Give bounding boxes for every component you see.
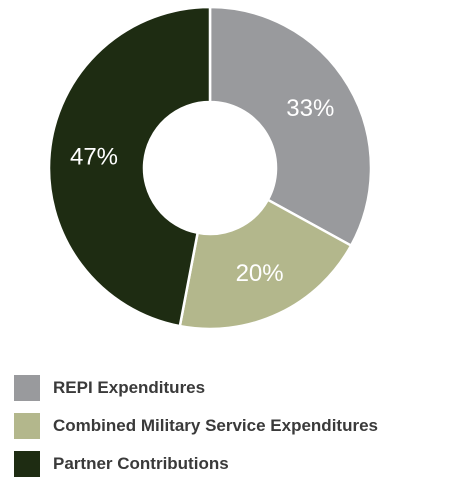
legend-swatch-partner <box>14 451 40 477</box>
slice-label-partner: 47% <box>70 144 118 171</box>
legend-swatch-repi <box>14 375 40 401</box>
legend-item-repi: REPI Expenditures <box>14 374 378 402</box>
slice-label-military: 20% <box>236 260 284 287</box>
legend-label-repi: REPI Expenditures <box>53 378 206 397</box>
legend-item-partner: Partner Contributions <box>14 450 378 478</box>
legend-label-military: Combined Military Service Expenditures <box>53 416 378 435</box>
donut-chart: 33% 20% 47% <box>47 5 373 331</box>
slice-label-repi: 33% <box>286 95 334 122</box>
slice-military <box>178 198 353 331</box>
legend: REPI Expenditures Combined Military Serv… <box>14 374 378 488</box>
legend-swatch-military <box>14 413 40 439</box>
slice-partner <box>47 5 212 328</box>
legend-label-partner: Partner Contributions <box>53 454 229 473</box>
legend-item-military: Combined Military Service Expenditures <box>14 412 378 440</box>
slice-repi <box>208 5 373 248</box>
